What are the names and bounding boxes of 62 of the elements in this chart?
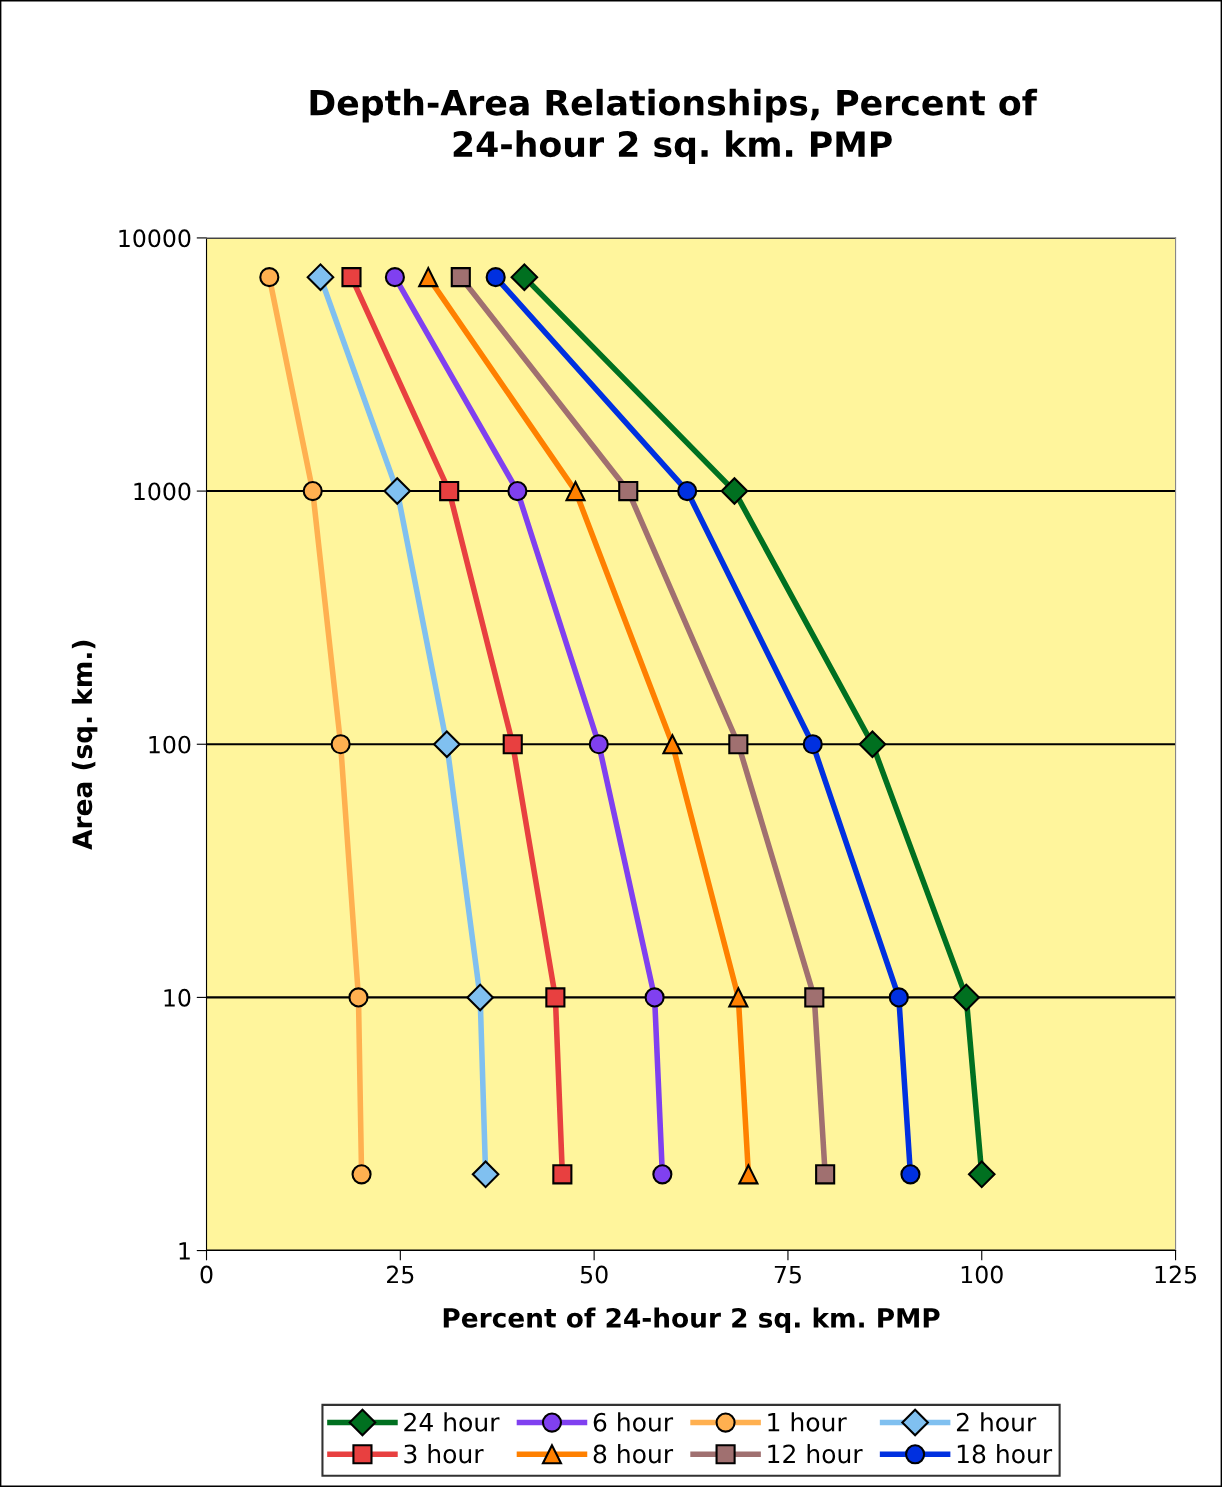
point — [545, 987, 566, 1008]
legend-label: 18 hour — [957, 1444, 1053, 1464]
y-tick-label: 1000 — [134, 482, 191, 501]
point — [507, 481, 528, 502]
x-tick-label: 0 — [200, 1265, 213, 1284]
point — [720, 477, 749, 505]
legend-label: 6 hour — [593, 1412, 674, 1432]
y-tick-label: 1 — [179, 1242, 190, 1260]
point — [552, 1164, 573, 1185]
point — [306, 263, 335, 291]
point — [858, 730, 887, 759]
legend-label: 1 hour — [768, 1412, 847, 1432]
x-tick-label: 25 — [387, 1265, 414, 1284]
point — [439, 481, 460, 502]
point — [383, 477, 412, 505]
point — [330, 734, 351, 755]
point — [502, 734, 523, 755]
point — [967, 1160, 996, 1189]
chart-title: Depth-Area Relationships, Percent of 24-hour 2 sq. km. PMP — [310, 88, 1038, 164]
legend-label: 24 hour — [404, 1412, 500, 1432]
point — [485, 267, 506, 288]
point — [644, 987, 665, 1008]
point — [348, 987, 369, 1008]
legend-label: 3 hour — [404, 1444, 484, 1464]
point — [466, 983, 494, 1012]
x-tick-label: 50 — [580, 1265, 608, 1284]
point — [510, 263, 539, 291]
x-tick-label: 125 — [1155, 1265, 1197, 1284]
point — [341, 267, 362, 288]
point — [351, 1164, 372, 1185]
point — [652, 1164, 673, 1185]
point — [728, 987, 749, 1008]
point — [804, 987, 825, 1008]
point — [565, 481, 586, 502]
point — [588, 734, 609, 755]
point — [815, 1164, 836, 1185]
point — [728, 734, 749, 755]
legend-label: 2 hour — [956, 1412, 1037, 1432]
x-axis-title: Percent of 24-hour 2 sq. km. PMP — [443, 1307, 940, 1333]
point — [418, 267, 439, 288]
x-tick-label: 75 — [774, 1265, 801, 1284]
point — [662, 734, 683, 755]
y-tick-label: 100 — [149, 735, 191, 754]
point — [900, 1164, 921, 1185]
point — [471, 1160, 500, 1189]
point — [302, 481, 323, 502]
point — [888, 987, 909, 1008]
point — [802, 734, 823, 755]
y-tick-label: 10000 — [119, 229, 191, 248]
point — [450, 267, 471, 288]
point — [952, 983, 981, 1012]
legend-label: 8 hour — [593, 1444, 674, 1464]
point — [384, 267, 405, 288]
point — [738, 1164, 759, 1185]
x-tick-label: 100 — [961, 1265, 1003, 1284]
point — [433, 730, 461, 759]
point — [259, 267, 280, 288]
point — [677, 481, 698, 502]
y-tick-label: 10 — [164, 988, 191, 1007]
y-axis-title: Area (sq. km.) — [71, 640, 98, 850]
legend-label: 12 hour — [768, 1444, 863, 1464]
point — [618, 481, 639, 502]
